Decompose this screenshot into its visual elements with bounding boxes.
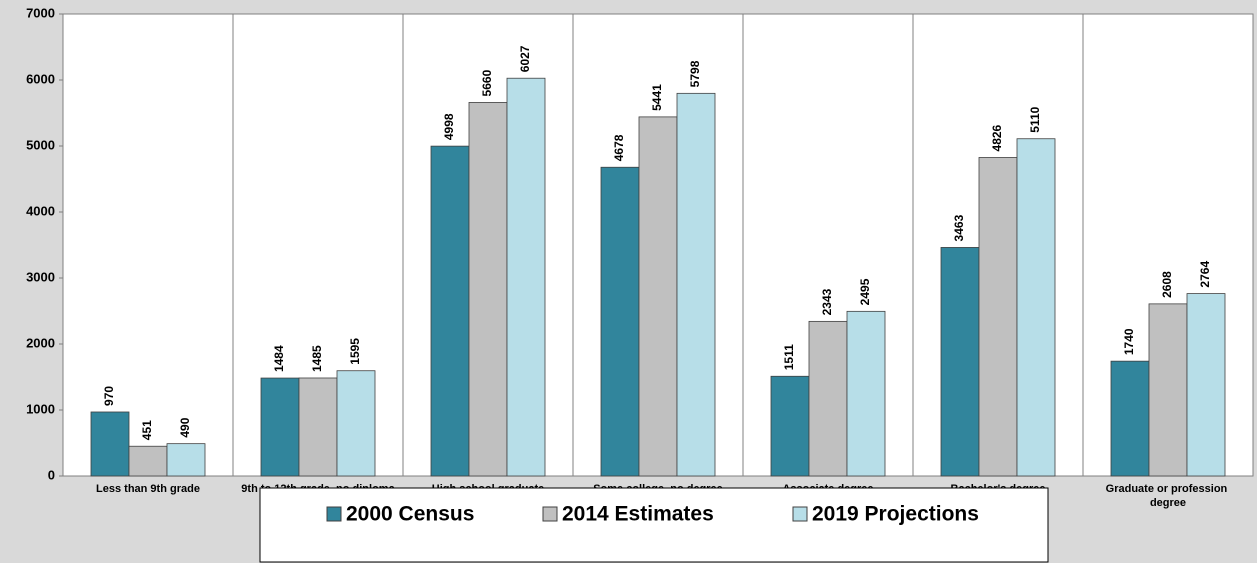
data-label: 1595 (348, 338, 362, 365)
bar (166, 443, 206, 477)
legend-swatch (792, 506, 808, 522)
bar (430, 145, 470, 477)
bar (770, 375, 810, 477)
legend-label: 2014 Estimates (562, 503, 714, 526)
bar (1186, 293, 1226, 477)
data-label: 451 (140, 420, 154, 440)
bar (468, 102, 508, 477)
data-label: 5110 (1028, 106, 1042, 132)
bar (940, 247, 980, 477)
legend-box (259, 487, 1049, 563)
label-line: Graduate or profession (1106, 483, 1231, 495)
bar (298, 377, 338, 477)
bar (260, 377, 300, 477)
data-label: 2495 (858, 278, 872, 305)
data-label: 4998 (442, 113, 456, 140)
x-tick-label: Less than 9th grade (96, 483, 200, 495)
label-line: Less than 9th grade (96, 483, 200, 495)
bar (846, 310, 886, 477)
bar (506, 77, 546, 477)
bar (978, 157, 1018, 477)
data-label: 5798 (688, 60, 702, 87)
y-tick-label: 5000 (26, 137, 55, 152)
data-label: 2764 (1198, 261, 1212, 288)
bar (676, 92, 716, 477)
data-label: 3463 (952, 214, 966, 241)
data-label: 1485 (310, 345, 324, 372)
y-tick-label: 7000 (26, 5, 55, 20)
bar (808, 320, 848, 477)
data-label: 4678 (612, 134, 626, 161)
data-label: 490 (178, 417, 192, 437)
data-label: 5441 (650, 84, 664, 111)
legend-swatch (326, 506, 342, 522)
data-label: 970 (102, 386, 116, 406)
bar (1016, 138, 1056, 477)
bar (336, 370, 376, 477)
bar (1110, 360, 1150, 477)
y-tick-label: 3000 (26, 269, 55, 284)
y-tick-label: 0 (48, 467, 55, 482)
bar (1148, 303, 1188, 477)
bar (600, 166, 640, 477)
bar (638, 116, 678, 477)
y-tick-label: 2000 (26, 335, 55, 350)
data-label: 6027 (518, 45, 532, 72)
y-tick-label: 4000 (26, 203, 55, 218)
data-label: 2608 (1160, 271, 1174, 298)
legend-swatch (542, 506, 558, 522)
label-line: degree (1150, 497, 1186, 509)
data-label: 4826 (990, 124, 1004, 151)
data-label: 1740 (1122, 328, 1136, 355)
data-label: 1484 (272, 345, 286, 372)
bar (90, 411, 130, 477)
x-tick-label: Graduate or profession degree (1106, 483, 1231, 509)
bar (128, 445, 168, 477)
y-tick-label: 1000 (26, 401, 55, 416)
data-label: 1511 (782, 344, 796, 370)
data-label: 5660 (480, 69, 494, 96)
legend-label: 2000 Census (346, 503, 474, 526)
y-tick-label: 6000 (26, 71, 55, 86)
data-label: 2343 (820, 288, 834, 315)
legend-label: 2019 Projections (812, 503, 979, 526)
